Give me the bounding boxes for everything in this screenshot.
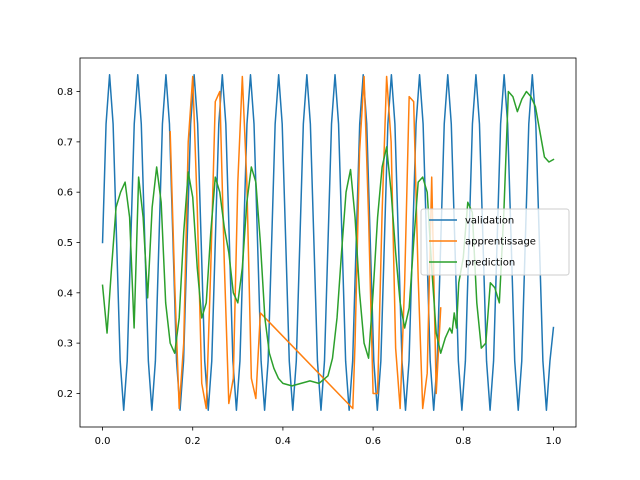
series-line-apprentissage	[169, 75, 442, 410]
y-tick-label: 0.8	[57, 87, 73, 98]
series-line-prediction	[101, 90, 555, 387]
x-tick-label: 0.2	[185, 436, 201, 447]
legend-label-apprentissage: apprentissage	[465, 237, 536, 248]
y-tick-label: 0.3	[57, 339, 73, 350]
y-tick-label: 0.2	[57, 389, 73, 400]
y-tick-label: 0.7	[57, 137, 73, 148]
legend-label-prediction: prediction	[465, 258, 515, 269]
x-tick-label: 0.0	[95, 436, 111, 447]
x-tick-label: 0.8	[455, 436, 471, 447]
x-axis: 0.0 0.2 0.4 0.6 0.8 1.0	[95, 427, 562, 447]
legend-box	[420, 208, 570, 276]
legend-label-validation: validation	[465, 216, 514, 227]
legend: validation apprentissage prediction	[420, 208, 570, 276]
y-tick-label: 0.6	[57, 188, 73, 199]
x-tick-label: 1.0	[546, 436, 562, 447]
series-layer	[101, 74, 555, 411]
x-tick-label: 0.6	[365, 436, 381, 447]
y-tick-label: 0.4	[57, 288, 73, 299]
y-tick-label: 0.5	[57, 238, 73, 249]
x-tick-label: 0.4	[275, 436, 291, 447]
y-axis: 0.2 0.3 0.4 0.5 0.6 0.7 0.8	[57, 87, 80, 400]
